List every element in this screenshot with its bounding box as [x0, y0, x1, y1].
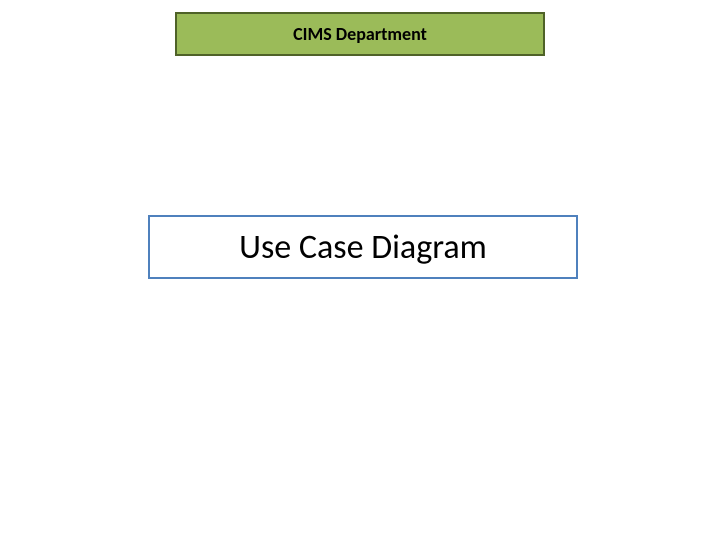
title-label: Use Case Diagram [239, 227, 487, 268]
header-box: CIMS Department [175, 12, 545, 56]
title-box: Use Case Diagram [148, 215, 578, 279]
header-label: CIMS Department [293, 23, 427, 45]
